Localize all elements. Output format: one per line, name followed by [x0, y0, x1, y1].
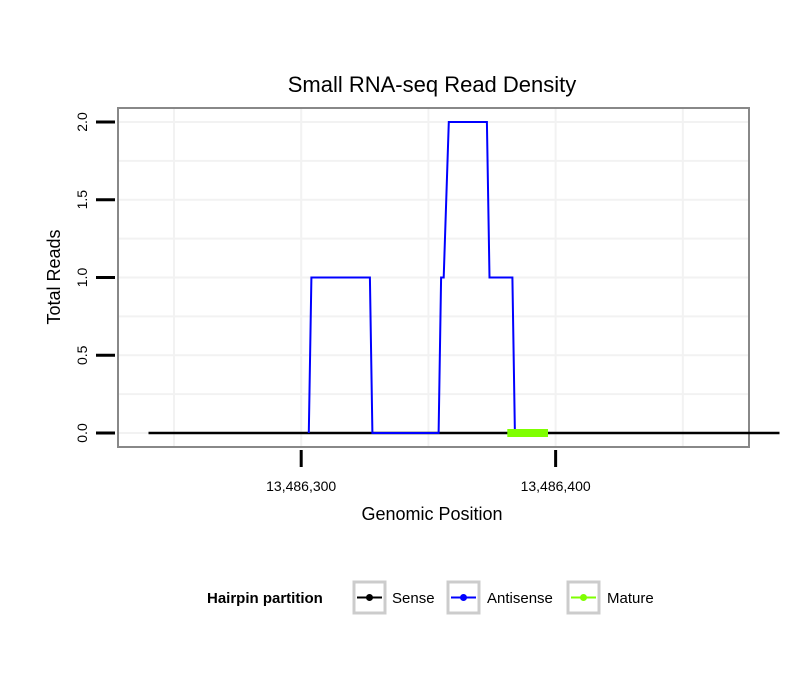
legend-key-point: [366, 594, 373, 601]
plot-panel: [117, 107, 750, 448]
legend-label-antisense: Antisense: [487, 590, 553, 607]
y-tick-label: 0.0: [74, 423, 90, 443]
y-tick-label: 1.5: [74, 190, 90, 210]
grid-lines: [118, 108, 749, 447]
axes: 0.0 0.5 1.0 1.5 2.0 13,486,300 13,486,400: [74, 112, 591, 494]
legend-label-sense: Sense: [392, 590, 435, 607]
legend-title: Hairpin partition: [207, 590, 323, 607]
x-tick-label: 13,486,300: [266, 478, 336, 494]
y-tick-label: 2.0: [74, 112, 90, 132]
x-axis-title: Genomic Position: [361, 504, 502, 524]
series-line-antisense: [307, 121, 516, 434]
legend-key-point: [580, 594, 587, 601]
chart-title: Small RNA-seq Read Density: [288, 72, 577, 97]
legend-label-mature: Mature: [607, 590, 654, 607]
series-lines: [148, 121, 780, 437]
y-axis-title: Total Reads: [44, 229, 64, 324]
y-tick-label: 1.0: [74, 268, 90, 288]
x-tick-label: 13,486,400: [521, 478, 591, 494]
legend-key-point: [460, 594, 467, 601]
legend: Hairpin partition Sense Antisense Mature: [207, 580, 654, 615]
y-tick-label: 0.5: [74, 345, 90, 365]
